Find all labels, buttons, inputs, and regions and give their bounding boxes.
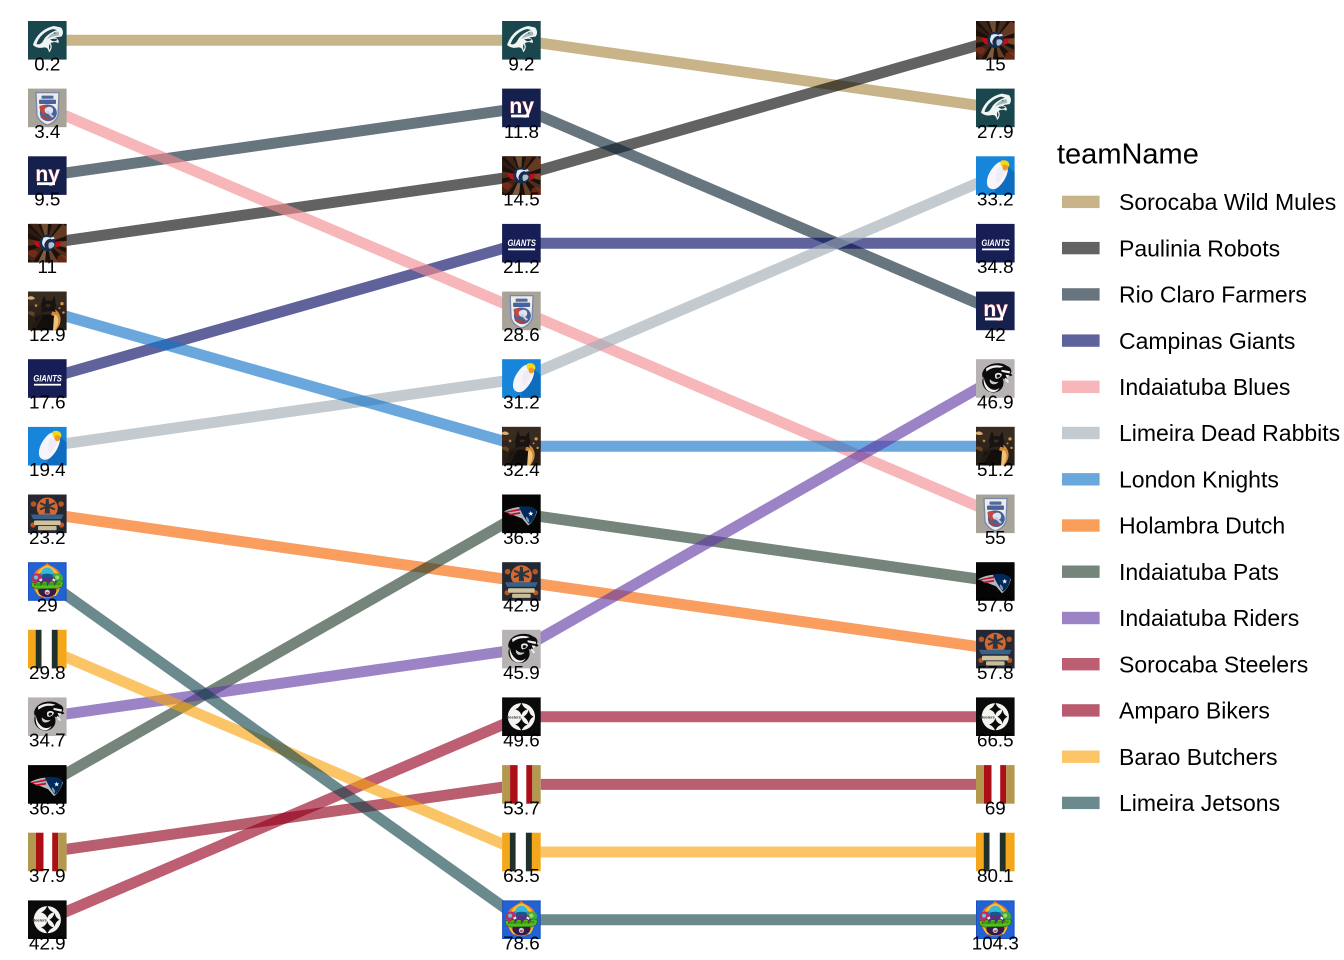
svg-text:Amparo Bikers: Amparo Bikers (1119, 698, 1270, 724)
svg-text:36.3: 36.3 (503, 527, 540, 548)
svg-text:37.9: 37.9 (29, 865, 66, 886)
svg-text:Rio Claro Farmers: Rio Claro Farmers (1119, 282, 1307, 308)
svg-text:0.2: 0.2 (34, 53, 60, 74)
svg-text:46.9: 46.9 (977, 392, 1014, 413)
svg-text:23.2: 23.2 (29, 527, 66, 548)
svg-text:28.6: 28.6 (503, 324, 540, 345)
svg-text:12.9: 12.9 (29, 324, 66, 345)
svg-text:32.4: 32.4 (503, 459, 540, 480)
svg-text:15: 15 (985, 53, 1006, 74)
svg-text:9.2: 9.2 (508, 53, 534, 74)
svg-text:34.7: 34.7 (29, 730, 66, 751)
svg-text:17.6: 17.6 (29, 392, 66, 413)
svg-text:Paulinia Robots: Paulinia Robots (1119, 235, 1280, 261)
svg-text:Holambra Dutch: Holambra Dutch (1119, 513, 1285, 539)
svg-text:29.8: 29.8 (29, 662, 66, 683)
svg-text:Indaiatuba Riders: Indaiatuba Riders (1119, 605, 1299, 631)
svg-text:Sorocaba Wild Mules: Sorocaba Wild Mules (1119, 189, 1336, 215)
svg-text:53.7: 53.7 (503, 797, 540, 818)
svg-text:49.6: 49.6 (503, 730, 540, 751)
svg-text:31.2: 31.2 (503, 392, 540, 413)
svg-text:42.9: 42.9 (503, 595, 540, 616)
svg-text:11.8: 11.8 (504, 121, 539, 142)
svg-text:104.3: 104.3 (972, 933, 1019, 954)
svg-text:33.2: 33.2 (977, 189, 1014, 210)
svg-text:34.8: 34.8 (977, 256, 1014, 277)
svg-text:36.3: 36.3 (29, 797, 66, 818)
svg-text:Indaiatuba Blues: Indaiatuba Blues (1119, 374, 1290, 400)
svg-text:63.5: 63.5 (503, 865, 540, 886)
svg-text:42: 42 (985, 324, 1006, 345)
svg-text:69: 69 (985, 797, 1006, 818)
svg-text:Limeira Jetsons: Limeira Jetsons (1119, 790, 1280, 816)
svg-text:66.5: 66.5 (977, 730, 1014, 751)
svg-text:19.4: 19.4 (29, 459, 66, 480)
svg-text:3.4: 3.4 (34, 121, 60, 142)
svg-text:42.9: 42.9 (29, 933, 66, 954)
svg-text:Sorocaba Steelers: Sorocaba Steelers (1119, 651, 1308, 677)
svg-text:Limeira Dead Rabbits: Limeira Dead Rabbits (1119, 420, 1340, 446)
svg-text:51.2: 51.2 (977, 459, 1014, 480)
svg-text:teamName: teamName (1057, 139, 1199, 171)
svg-text:78.6: 78.6 (503, 933, 540, 954)
svg-text:Campinas Giants: Campinas Giants (1119, 328, 1295, 354)
svg-text:57.6: 57.6 (977, 595, 1014, 616)
svg-text:London Knights: London Knights (1119, 467, 1279, 493)
svg-text:45.9: 45.9 (503, 662, 540, 683)
svg-text:14.5: 14.5 (503, 189, 540, 210)
svg-text:80.1: 80.1 (977, 865, 1014, 886)
svg-text:29: 29 (37, 595, 58, 616)
svg-text:9.5: 9.5 (34, 189, 60, 210)
svg-text:11: 11 (38, 256, 58, 277)
svg-text:27.9: 27.9 (977, 121, 1014, 142)
svg-text:55: 55 (985, 527, 1006, 548)
svg-text:21.2: 21.2 (503, 256, 540, 277)
svg-text:Barao Butchers: Barao Butchers (1119, 744, 1278, 770)
svg-text:57.8: 57.8 (977, 662, 1014, 683)
svg-text:Indaiatuba Pats: Indaiatuba Pats (1119, 559, 1279, 585)
